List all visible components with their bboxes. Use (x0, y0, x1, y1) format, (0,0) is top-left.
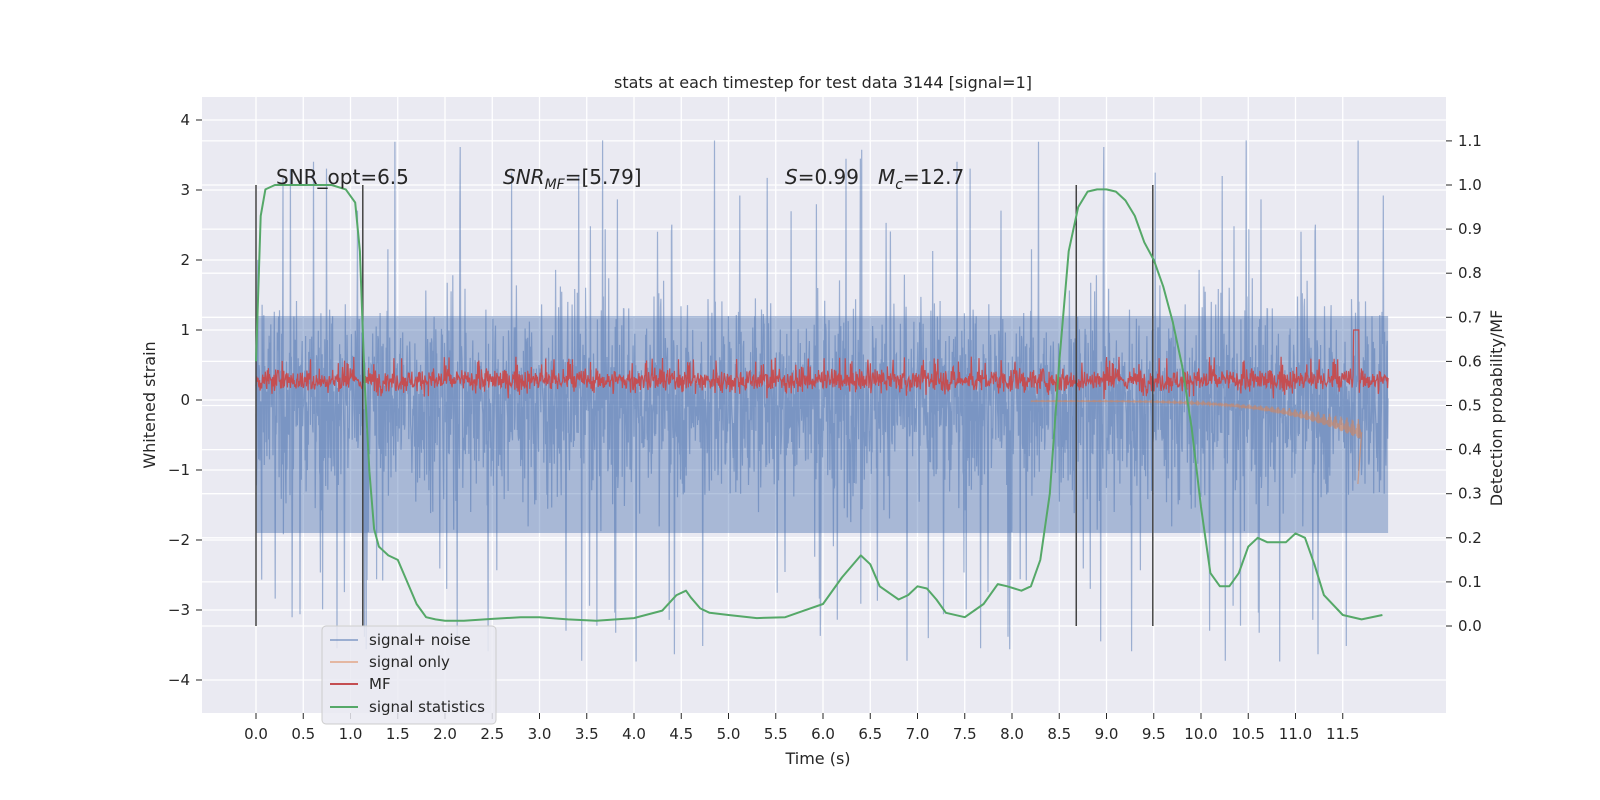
x-tick-label: 9.5 (1142, 725, 1166, 743)
y-right-tick-label: 0.8 (1458, 264, 1482, 282)
legend-box (321, 625, 497, 725)
y-right-tick-label: 0.0 (1458, 617, 1482, 635)
mf-trace (255, 329, 1389, 400)
series-mf (255, 329, 1389, 400)
signal-statistics-line (255, 184, 1383, 622)
x-tick-label: 5.5 (764, 725, 788, 743)
signal-only-trace (1030, 399, 1363, 485)
x-axis-ticks: 0.0 0.5 1.0 1.5 2.0 2.5 3.0 3.5 4.0 4.5 5.0 5.5 6.0 6… (244, 713, 1359, 743)
y-right-tick-label: 0.5 (1458, 397, 1482, 415)
legend-label-signal-only: signal only (369, 653, 450, 671)
y-right-tick-label: 1.0 (1458, 176, 1482, 194)
y-right-tick-label: 0.7 (1458, 308, 1482, 326)
y-left-tick-label: 0 (180, 391, 190, 409)
y-left-tick-label: 1 (180, 321, 190, 339)
x-tick-label: 10.0 (1184, 725, 1217, 743)
x-tick-label: 7.5 (953, 725, 977, 743)
y-right-tick-label: 0.4 (1458, 441, 1482, 459)
x-tick-label: 7.0 (906, 725, 930, 743)
x-tick-label: 2.5 (480, 725, 504, 743)
x-tick-label: 5.0 (717, 725, 741, 743)
y-left-tick-label: −2 (168, 531, 190, 549)
legend-label-mf: MF (369, 675, 391, 693)
annotation-snr-mf: SNRMF=[5.79] (503, 165, 642, 193)
annotation-mc: Mc=12.7 (878, 165, 964, 193)
noise-core-band (256, 316, 1389, 533)
x-tick-label: 11.5 (1326, 725, 1359, 743)
y-left-tick-label: 4 (180, 111, 190, 129)
y-left-tick-label: 3 (180, 181, 190, 199)
y-axis-left-ticks: 4 3 2 1 0 −1 −2 −3 −4 (168, 111, 202, 689)
x-tick-label: 8.0 (1000, 725, 1024, 743)
x-tick-label: 4.5 (669, 725, 693, 743)
y-axis-left-label: Whitened strain (140, 341, 159, 468)
series-signal-statistics (255, 184, 1383, 622)
x-tick-label: 11.0 (1279, 725, 1312, 743)
legend-label-noise: signal+ noise (369, 631, 471, 649)
y-left-tick-label: −1 (168, 461, 190, 479)
y-right-tick-label: 0.2 (1458, 529, 1482, 547)
y-right-tick-label: 0.6 (1458, 352, 1482, 370)
x-tick-label: 1.0 (339, 725, 363, 743)
annotation-s: S=0.99 (785, 165, 859, 189)
x-tick-label: 0.5 (291, 725, 315, 743)
x-tick-label: 0.0 (244, 725, 268, 743)
x-tick-label: 8.5 (1047, 725, 1071, 743)
x-tick-label: 3.0 (528, 725, 552, 743)
x-tick-label: 6.5 (858, 725, 882, 743)
x-tick-label: 4.0 (622, 725, 646, 743)
y-left-tick-label: 2 (180, 251, 190, 269)
x-tick-label: 9.0 (1095, 725, 1119, 743)
y-left-tick-label: −3 (168, 601, 190, 619)
x-tick-label: 10.5 (1232, 725, 1265, 743)
annotation-snr-opt: SNR_opt=6.5 (276, 165, 409, 189)
y-axis-right-ticks: 1.1 1.0 0.9 0.8 0.7 0.6 0.5 0.4 0.3 0.2 0.1 0.0 (1446, 132, 1482, 635)
y-right-tick-label: 0.9 (1458, 220, 1482, 238)
y-left-tick-label: −4 (168, 671, 190, 689)
x-axis-label: Time (s) (784, 749, 850, 768)
x-tick-label: 6.0 (811, 725, 835, 743)
y-right-tick-label: 0.3 (1458, 485, 1482, 503)
x-tick-label: 1.5 (386, 725, 410, 743)
y-right-tick-label: 1.1 (1458, 132, 1482, 150)
legend-label-stats: signal statistics (369, 698, 485, 716)
y-axis-right-label: Detection probability/MF (1487, 310, 1506, 507)
chart-title: stats at each timestep for test data 314… (614, 73, 1032, 92)
legend: signal+ noise signal only MF signal stat… (321, 625, 497, 725)
x-tick-label: 3.5 (575, 725, 599, 743)
y-right-tick-label: 0.1 (1458, 573, 1482, 591)
x-tick-label: 2.0 (433, 725, 457, 743)
series-signal-only (1030, 399, 1363, 485)
